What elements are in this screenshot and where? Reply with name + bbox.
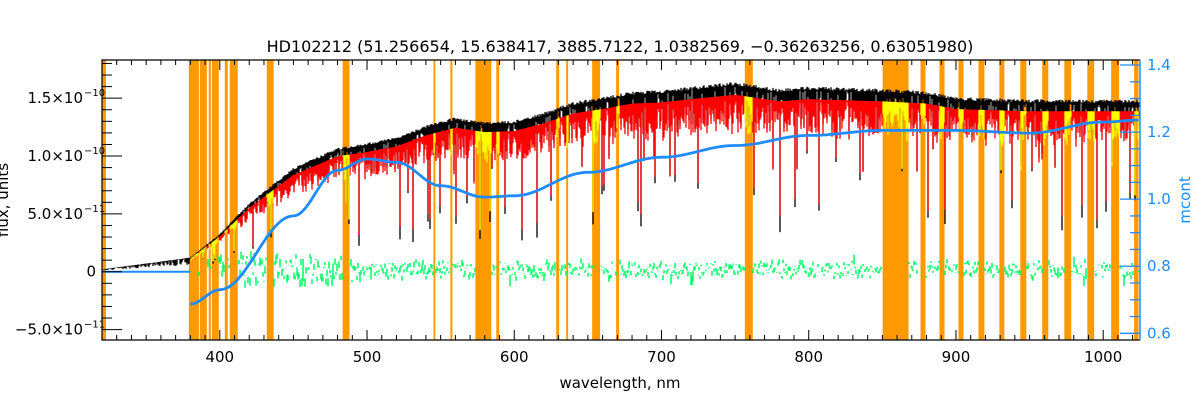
right-y-tick-label: 1.0 bbox=[1147, 190, 1171, 208]
right-y-tick-label: 1.4 bbox=[1147, 56, 1171, 74]
chart-title: HD102212 (51.256654, 15.638417, 3885.712… bbox=[267, 37, 974, 56]
right-y-tick-label: 0.6 bbox=[1147, 324, 1171, 342]
mask-band bbox=[475, 60, 492, 340]
mask-band bbox=[229, 60, 238, 340]
right-y-tick-label: 1.2 bbox=[1147, 123, 1171, 141]
mask-band bbox=[1087, 60, 1095, 340]
mask-band bbox=[1042, 60, 1049, 340]
spectra bbox=[102, 82, 1140, 306]
x-tick-label: 900 bbox=[942, 348, 971, 366]
y-tick-label: 5.0×10 bbox=[27, 205, 83, 223]
y-axis-label: flux, units bbox=[0, 163, 12, 237]
mask-band bbox=[592, 60, 601, 340]
model-spectrum-masked bbox=[190, 96, 1139, 262]
y-tick-exponent: −10 bbox=[84, 88, 105, 99]
right-y-tick-label: 0.8 bbox=[1147, 257, 1171, 275]
y-tick-label: 1.0×10 bbox=[27, 147, 83, 165]
x-tick-label: 600 bbox=[500, 348, 529, 366]
mask-band bbox=[102, 60, 106, 340]
mask-band bbox=[1134, 60, 1139, 340]
y-tick-exponent: −11 bbox=[84, 204, 105, 215]
mask-band bbox=[556, 60, 560, 340]
mask-band bbox=[450, 60, 453, 340]
mask-band bbox=[958, 60, 964, 340]
mask-band bbox=[939, 60, 945, 340]
mask-band bbox=[211, 60, 219, 340]
x-tick-label: 800 bbox=[794, 348, 823, 366]
x-tick-label: 700 bbox=[647, 348, 676, 366]
mask-band bbox=[1064, 60, 1072, 340]
mask-band bbox=[1111, 60, 1120, 340]
mask-band bbox=[496, 60, 500, 340]
mask-band bbox=[999, 60, 1005, 340]
mask-band bbox=[199, 60, 207, 340]
mask-band bbox=[224, 60, 228, 340]
x-tick-label: 500 bbox=[353, 348, 382, 366]
axes: 400 500 600 700 800 900 1000−5.0×10 −1105.0×10−… bbox=[15, 56, 1171, 366]
residual-spectrum bbox=[198, 251, 1140, 288]
axis-frame bbox=[101, 59, 1140, 341]
mask-band bbox=[188, 60, 199, 340]
mask-band bbox=[433, 60, 436, 340]
mask-band bbox=[208, 60, 211, 340]
continuum-curve bbox=[190, 118, 1139, 306]
y-tick-exponent: −11 bbox=[84, 320, 105, 331]
y-tick-label: 0 bbox=[86, 263, 96, 281]
right-axis-label: mcont bbox=[1176, 176, 1194, 224]
mask-band bbox=[566, 60, 569, 340]
x-axis-label: wavelength, nm bbox=[559, 374, 680, 392]
x-tick-label: 400 bbox=[205, 348, 234, 366]
y-tick-exponent: −10 bbox=[84, 146, 105, 157]
mask-band bbox=[978, 60, 985, 340]
y-tick-label: 1.5×10 bbox=[27, 89, 83, 107]
y-tick-label: −5.0×10 bbox=[15, 321, 83, 339]
mask-band bbox=[920, 60, 926, 340]
mask-band bbox=[744, 60, 753, 340]
mask-bands bbox=[102, 60, 1139, 340]
model-spectrum bbox=[198, 94, 1140, 254]
mask-band bbox=[1020, 60, 1027, 340]
mask-band bbox=[616, 60, 620, 340]
x-tick-label: 1000 bbox=[1084, 348, 1122, 366]
